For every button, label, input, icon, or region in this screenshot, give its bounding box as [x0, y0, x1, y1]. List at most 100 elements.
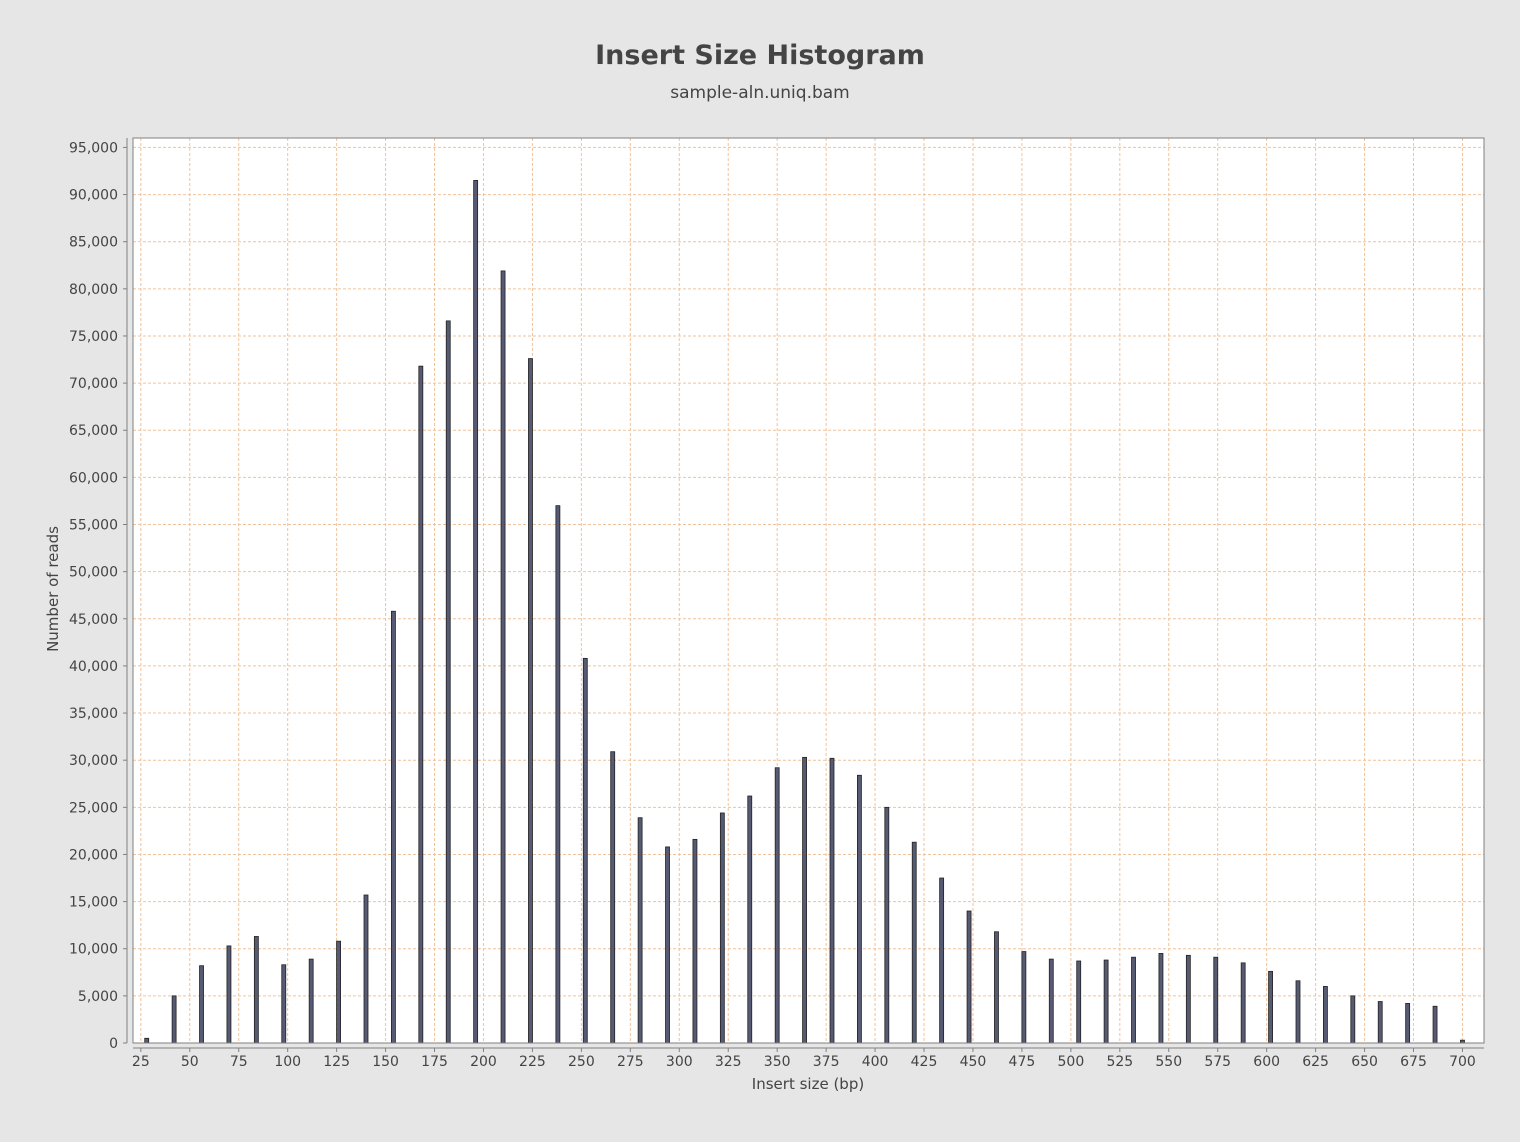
histogram-bar	[253, 936, 259, 1044]
histogram-bar	[1377, 1001, 1383, 1044]
x-tick-label: 175	[421, 1054, 448, 1070]
histogram-bar	[582, 657, 588, 1044]
x-tick-label: 400	[862, 1054, 889, 1070]
grid	[133, 138, 1484, 1044]
x-tick-label: 250	[568, 1054, 595, 1070]
histogram-bar	[1158, 953, 1164, 1044]
plot-border	[132, 137, 1485, 1044]
histogram-bar	[857, 774, 862, 1044]
histogram-bar	[1185, 954, 1191, 1044]
y-axis-label: Number of reads	[44, 526, 62, 652]
histogram-bar	[1240, 962, 1246, 1044]
y-tick-label: 25,000	[69, 800, 118, 816]
bars	[144, 180, 1465, 1044]
histogram-bar	[802, 756, 807, 1044]
histogram-bar	[500, 270, 506, 1044]
histogram-bar	[911, 841, 917, 1044]
x-tick-label: 100	[274, 1054, 301, 1070]
y-tick-label: 35,000	[69, 706, 118, 722]
plot-area	[133, 138, 1484, 1043]
histogram-bar	[144, 1037, 150, 1044]
x-tick-label: 200	[470, 1054, 497, 1070]
x-tick-label: 350	[764, 1054, 791, 1070]
y-tick-label: 60,000	[69, 470, 118, 486]
chart-title: Insert Size Histogram	[595, 40, 925, 71]
histogram-bar	[226, 945, 232, 1044]
histogram-bar	[199, 965, 204, 1044]
histogram-bar	[555, 505, 561, 1044]
histogram-bar	[308, 958, 314, 1044]
x-tick-label: 125	[323, 1054, 350, 1070]
histogram-bar	[1103, 959, 1109, 1044]
histogram-bar	[966, 910, 972, 1044]
y-tick-label: 30,000	[69, 753, 118, 769]
tick-labels: 25 50 75 100 125 150 175 200 225 250 275 300 325 350 3…	[69, 140, 1476, 1070]
histogram-bar	[692, 838, 698, 1044]
x-tick-label: 600	[1253, 1054, 1280, 1070]
y-tick-label: 85,000	[69, 235, 118, 251]
histogram-bar	[1021, 951, 1027, 1044]
histogram-bar	[1405, 1003, 1411, 1044]
x-tick-label: 50	[181, 1054, 199, 1070]
histogram-bar	[719, 812, 725, 1044]
histogram-bar	[1295, 980, 1301, 1044]
x-tick-label: 700	[1449, 1054, 1476, 1070]
x-tick-label: 500	[1058, 1054, 1085, 1070]
y-tick-label: 65,000	[69, 423, 118, 439]
x-tick-label: 575	[1204, 1054, 1231, 1070]
histogram-bar	[1131, 956, 1136, 1044]
y-tick-label: 95,000	[69, 140, 118, 156]
histogram-bar	[747, 795, 753, 1044]
histogram-bar	[1076, 960, 1082, 1044]
y-tick-label: 0	[109, 1036, 118, 1052]
y-tick-label: 70,000	[69, 376, 118, 392]
x-tick-label: 275	[617, 1054, 644, 1070]
y-tick-label: 15,000	[69, 895, 118, 911]
y-tick-label: 90,000	[69, 188, 118, 204]
y-tick-label: 55,000	[69, 518, 118, 534]
histogram-bar	[994, 931, 999, 1044]
y-tick-label: 80,000	[69, 282, 118, 298]
histogram-bar	[171, 995, 177, 1044]
x-tick-label: 300	[666, 1054, 693, 1070]
histogram-bar	[1323, 986, 1328, 1044]
y-tick-label: 20,000	[69, 847, 118, 863]
y-tick-label: 40,000	[69, 659, 118, 675]
histogram-bar	[1213, 956, 1219, 1044]
x-tick-label: 475	[1009, 1054, 1036, 1070]
x-tick-label: 75	[230, 1054, 248, 1070]
chart-subtitle: sample-aln.uniq.bam	[670, 83, 850, 103]
x-tick-label: 625	[1302, 1054, 1329, 1070]
y-tick-label: 5,000	[78, 989, 118, 1005]
histogram-bar	[939, 877, 945, 1044]
y-tick-label: 50,000	[69, 565, 118, 581]
histogram-bar	[473, 180, 479, 1044]
histogram-bar	[637, 817, 643, 1044]
histogram-bar	[774, 767, 780, 1044]
x-tick-label: 150	[372, 1054, 399, 1070]
histogram-bar	[1432, 1005, 1438, 1044]
histogram-bar	[336, 940, 341, 1044]
histogram-bar	[1048, 958, 1054, 1044]
histogram-bar	[1350, 995, 1356, 1044]
x-tick-label: 525	[1106, 1054, 1133, 1070]
histogram-bar	[610, 751, 616, 1044]
x-tick-label: 450	[960, 1054, 987, 1070]
histogram-bar	[1268, 970, 1273, 1044]
histogram-bar	[884, 806, 890, 1044]
histogram-bar	[665, 846, 670, 1044]
x-tick-label: 550	[1155, 1054, 1182, 1070]
histogram-bar	[391, 610, 396, 1044]
x-tick-label: 25	[132, 1054, 150, 1070]
y-tick-label: 75,000	[69, 329, 118, 345]
x-tick-label: 425	[911, 1054, 938, 1070]
histogram-bar	[281, 964, 287, 1044]
histogram-bar	[363, 894, 369, 1044]
histogram-bar	[445, 320, 451, 1044]
histogram-bar	[418, 365, 424, 1044]
x-tick-label: 675	[1400, 1054, 1427, 1070]
x-tick-label: 325	[715, 1054, 742, 1070]
histogram-bar	[829, 757, 835, 1044]
x-tick-label: 225	[519, 1054, 546, 1070]
